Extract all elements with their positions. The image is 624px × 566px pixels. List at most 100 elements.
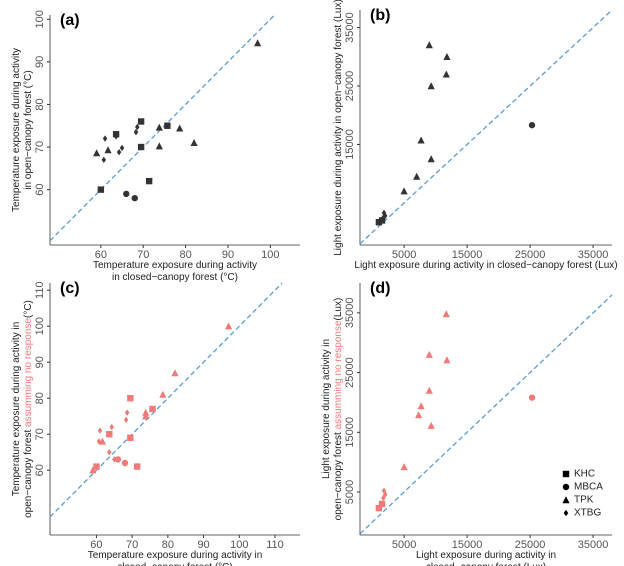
x-tick-label: 5000 bbox=[392, 249, 416, 261]
y-tick-label: 70 bbox=[34, 141, 46, 153]
y-tick-label: 110 bbox=[34, 281, 46, 299]
marker-triangle bbox=[442, 310, 450, 318]
marker-triangle bbox=[142, 412, 150, 420]
marker-square bbox=[137, 143, 145, 151]
panel-title: (d) bbox=[370, 280, 390, 297]
x-tick-label: 15000 bbox=[452, 249, 483, 261]
marker-triangle bbox=[427, 421, 435, 429]
marker-diamond bbox=[116, 148, 122, 156]
marker-circle bbox=[131, 194, 138, 202]
y-tick-label: 70 bbox=[34, 428, 46, 440]
axis-label: in open−canopy forest (°C) bbox=[23, 70, 34, 189]
axis-label: closed−canopy forest (°C) bbox=[117, 562, 232, 566]
marker-triangle bbox=[104, 146, 112, 154]
x-tick-label: 100 bbox=[230, 539, 248, 551]
axis-label: Light exposure during activity in closed… bbox=[354, 260, 617, 271]
axis-label-part: assumming no response bbox=[333, 320, 344, 429]
y-tick-label: 100 bbox=[34, 317, 46, 335]
marker-triangle bbox=[400, 187, 408, 195]
axis-label: Temperature exposure during activity bbox=[11, 48, 22, 212]
marker-circle bbox=[528, 121, 536, 129]
marker-triangle bbox=[427, 155, 435, 163]
x-tick-label: 35000 bbox=[578, 539, 609, 551]
marker-circle bbox=[123, 190, 130, 198]
marker-diamond bbox=[107, 449, 112, 456]
y-tick-label: 60 bbox=[34, 464, 46, 476]
marker-square bbox=[378, 500, 386, 508]
y-tick-label: 25000 bbox=[344, 357, 356, 388]
axis-label-part: (°C) bbox=[23, 300, 34, 318]
marker-diamond bbox=[382, 491, 388, 498]
y-tick-label: 90 bbox=[34, 356, 46, 368]
axis-label: Temperature exposure during activity in bbox=[11, 322, 22, 497]
legend-label: MBCA bbox=[574, 482, 603, 493]
axis-label-part: open−canopy forest bbox=[23, 427, 34, 518]
identity-line bbox=[49, 282, 283, 518]
marker-triangle bbox=[254, 39, 262, 47]
marker-triangle bbox=[155, 123, 163, 131]
marker-square bbox=[127, 395, 134, 402]
identity-line bbox=[49, 14, 276, 242]
marker-triangle bbox=[190, 138, 198, 146]
marker-triangle bbox=[562, 496, 570, 504]
marker-diamond bbox=[563, 509, 569, 517]
axis-label: Temperature exposure during activity bbox=[93, 260, 257, 271]
x-tick-label: 5000 bbox=[392, 539, 416, 551]
y-tick-label: 80 bbox=[34, 98, 46, 110]
x-tick-label: 25000 bbox=[515, 249, 546, 261]
marker-circle bbox=[114, 456, 122, 463]
x-tick-label: 80 bbox=[162, 539, 174, 551]
marker-circle bbox=[528, 394, 536, 401]
marker-triangle bbox=[425, 41, 433, 49]
marker-square bbox=[562, 470, 570, 478]
y-tick-label: 15000 bbox=[344, 129, 356, 160]
marker-diamond bbox=[96, 438, 102, 445]
marker-diamond bbox=[124, 409, 130, 416]
marker-diamond bbox=[101, 156, 107, 164]
y-tick-label: 90 bbox=[34, 56, 46, 68]
marker-diamond bbox=[381, 214, 386, 221]
marker-triangle bbox=[442, 70, 450, 78]
axis-label: closed−canopy forest (Lux) bbox=[426, 562, 546, 566]
x-tick-label: 90 bbox=[222, 249, 234, 261]
y-tick-label: 100 bbox=[34, 10, 46, 28]
x-tick-label: 90 bbox=[197, 539, 209, 551]
axis-label-part: closed−canopy forest (°C) bbox=[117, 562, 232, 566]
axis-label-part: closed−canopy forest (Lux) bbox=[426, 562, 546, 566]
axis-label: Light exposure during activity in bbox=[416, 550, 556, 561]
identity-line bbox=[359, 294, 613, 535]
marker-square bbox=[145, 177, 153, 185]
marker-diamond bbox=[133, 128, 139, 136]
marker-triangle bbox=[413, 172, 421, 180]
y-tick-label: 35000 bbox=[344, 12, 356, 43]
axis-label-part: in closed−canopy forest (°C) bbox=[112, 272, 238, 283]
marker-triangle bbox=[171, 369, 179, 377]
marker-diamond bbox=[119, 144, 125, 152]
panel-title: (b) bbox=[370, 7, 390, 24]
x-tick-label: 60 bbox=[95, 249, 107, 261]
axis-label-part: Light exposure during activity in open−c… bbox=[333, 0, 344, 256]
x-tick-label: 35000 bbox=[578, 249, 609, 261]
marker-triangle bbox=[159, 390, 167, 398]
x-tick-label: 15000 bbox=[452, 539, 483, 551]
marker-triangle bbox=[176, 124, 184, 132]
axis-label-part: Temperature exposure during activity in bbox=[88, 550, 263, 561]
axis-label-part: Temperature exposure during activity bbox=[93, 260, 257, 271]
marker-triangle bbox=[89, 466, 97, 474]
marker-square bbox=[93, 463, 100, 470]
axis-label-part: Light exposure during activity in closed… bbox=[354, 260, 617, 271]
axis-label: open−canopy forest assumming no response… bbox=[333, 298, 344, 521]
marker-diamond bbox=[109, 423, 115, 431]
legend-label: KHC bbox=[574, 469, 595, 480]
axis-label: Light exposure during activity in bbox=[321, 339, 332, 479]
axis-label-part: in open−canopy forest (°C) bbox=[23, 70, 34, 189]
marker-triangle bbox=[155, 142, 163, 150]
marker-diamond bbox=[113, 133, 119, 140]
legend-label: XTBG bbox=[574, 508, 601, 519]
marker-diamond bbox=[382, 212, 388, 219]
marker-triangle bbox=[93, 149, 101, 157]
marker-diamond bbox=[97, 427, 103, 434]
marker-triangle bbox=[425, 350, 433, 358]
axis-label: open−canopy forest assumming no response… bbox=[23, 300, 34, 518]
x-tick-label: 110 bbox=[266, 539, 284, 551]
